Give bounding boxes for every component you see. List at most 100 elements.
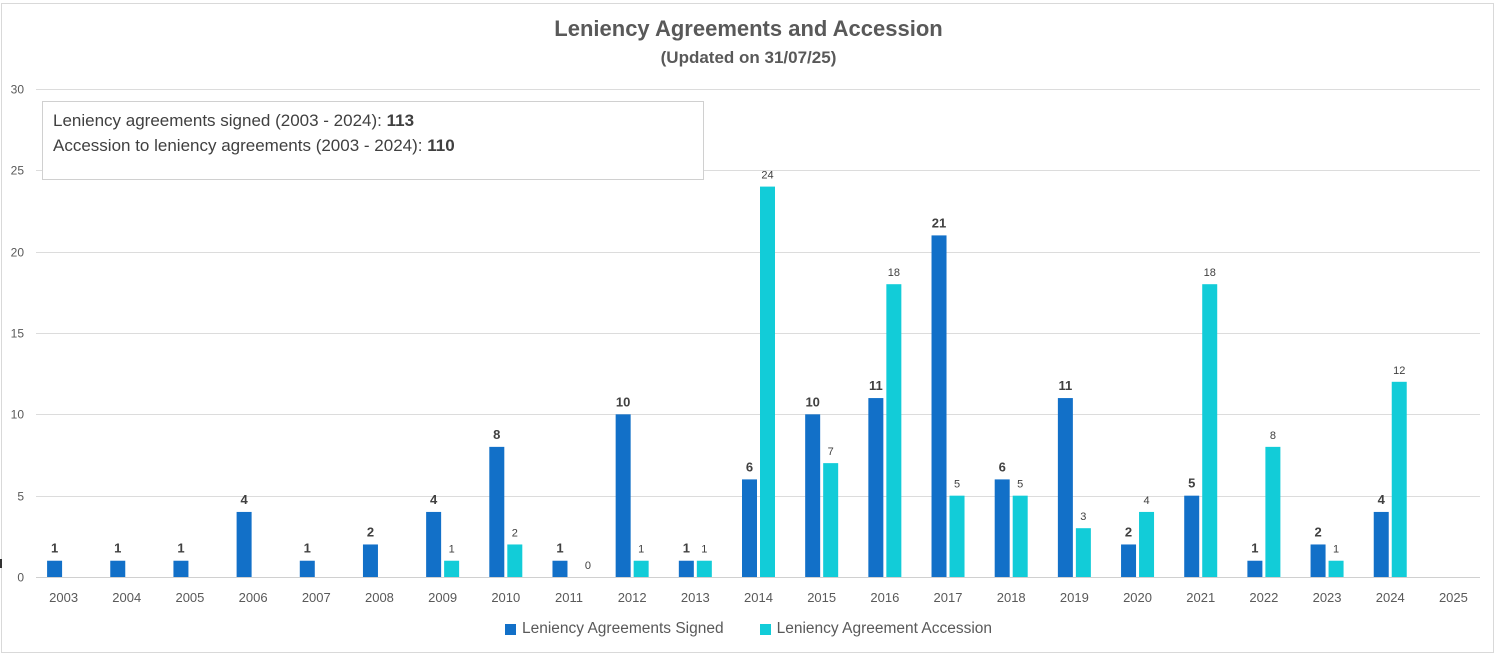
x-tick-label: 2009 bbox=[428, 590, 457, 605]
data-label-accession: 24 bbox=[761, 170, 773, 182]
data-label-signed: 4 bbox=[430, 492, 438, 507]
data-label-accession: 18 bbox=[1204, 267, 1216, 279]
bar-signed-2012 bbox=[615, 414, 631, 577]
bar-accession-2013 bbox=[696, 560, 712, 577]
data-label-signed: 1 bbox=[683, 541, 690, 556]
x-tick-label: 2015 bbox=[807, 590, 836, 605]
legend-swatch-accession bbox=[759, 623, 771, 635]
bar-accession-2019 bbox=[1075, 528, 1091, 577]
summary-accession-label: Accession to leniency agreements (2003 -… bbox=[53, 136, 428, 155]
data-label-signed: 10 bbox=[805, 394, 819, 409]
x-tick-label: 2007 bbox=[302, 590, 331, 605]
x-tick-label: 2005 bbox=[175, 590, 204, 605]
data-label-signed: 1 bbox=[114, 541, 121, 556]
x-tick-label: 2016 bbox=[870, 590, 899, 605]
y-tick-label: 20 bbox=[11, 246, 25, 260]
bar-accession-2023 bbox=[1328, 560, 1344, 577]
bar-signed-2013 bbox=[678, 560, 694, 577]
data-label-signed: 11 bbox=[869, 378, 883, 393]
data-label-accession: 5 bbox=[954, 479, 960, 491]
y-tick-label: 30 bbox=[11, 83, 25, 97]
bar-signed-2006 bbox=[236, 511, 252, 577]
y-tick-label: 0 bbox=[17, 571, 24, 585]
data-label-signed: 4 bbox=[240, 492, 248, 507]
data-label-signed: 1 bbox=[556, 541, 563, 556]
x-tick-label: 2024 bbox=[1376, 590, 1405, 605]
x-tick-label: 2020 bbox=[1123, 590, 1152, 605]
x-tick-label: 2008 bbox=[365, 590, 394, 605]
bar-signed-2005 bbox=[173, 560, 189, 577]
y-tick-label: 5 bbox=[17, 490, 24, 504]
bar-signed-2004 bbox=[110, 560, 126, 577]
summary-signed-label: Leniency agreements signed (2003 - 2024)… bbox=[53, 111, 387, 130]
x-tick-label: 2018 bbox=[997, 590, 1026, 605]
data-label-accession: 7 bbox=[828, 446, 834, 458]
data-label-signed: 1 bbox=[1251, 541, 1258, 556]
x-tick-label: 2019 bbox=[1060, 590, 1089, 605]
data-label-signed: 6 bbox=[746, 459, 753, 474]
y-tick-label: 25 bbox=[11, 164, 25, 178]
bar-accession-2022 bbox=[1265, 446, 1281, 577]
bar-signed-2009 bbox=[426, 511, 442, 577]
data-label-accession: 4 bbox=[1143, 495, 1149, 507]
x-tick-label: 2017 bbox=[934, 590, 963, 605]
stray-mark bbox=[0, 559, 2, 568]
legend: Leniency Agreements Signed Leniency Agre… bbox=[0, 620, 1497, 638]
summary-line-signed: Leniency agreements signed (2003 - 2024)… bbox=[53, 108, 693, 133]
bar-accession-2012 bbox=[633, 560, 649, 577]
x-tick-label: 2023 bbox=[1313, 590, 1342, 605]
bar-accession-2024 bbox=[1391, 381, 1407, 577]
chart-title: Leniency Agreements and Accession bbox=[554, 16, 943, 41]
data-label-accession: 3 bbox=[1080, 511, 1086, 523]
chart-subtitle: (Updated on 31/07/25) bbox=[660, 48, 837, 67]
legend-label-signed: Leniency Agreements Signed bbox=[521, 620, 724, 637]
bar-signed-2015 bbox=[805, 414, 821, 577]
bar-signed-2014 bbox=[742, 479, 757, 577]
data-label-signed: 11 bbox=[1058, 378, 1072, 393]
bar-signed-2003 bbox=[47, 560, 63, 577]
data-label-accession: 5 bbox=[1017, 479, 1023, 491]
x-tick-label: 2021 bbox=[1186, 590, 1215, 605]
bar-accession-2015 bbox=[823, 463, 839, 577]
summary-line-accession: Accession to leniency agreements (2003 -… bbox=[53, 133, 693, 158]
bar-signed-2022 bbox=[1247, 560, 1263, 577]
summary-textbox: Leniency agreements signed (2003 - 2024)… bbox=[42, 101, 704, 180]
data-label-accession: 0 bbox=[585, 560, 591, 572]
bar-signed-2018 bbox=[994, 479, 1010, 577]
bar-signed-2021 bbox=[1184, 495, 1200, 577]
bar-accession-2009 bbox=[444, 560, 460, 577]
bar-accession-2018 bbox=[1012, 495, 1028, 577]
bar-signed-2008 bbox=[362, 544, 378, 577]
legend-label-accession: Leniency Agreement Accession bbox=[776, 620, 993, 637]
summary-signed-value: 113 bbox=[386, 111, 415, 130]
data-label-accession: 12 bbox=[1393, 365, 1405, 377]
x-tick-label: 2011 bbox=[555, 590, 583, 605]
x-tick-label: 2013 bbox=[681, 590, 710, 605]
data-label-signed: 8 bbox=[493, 427, 500, 442]
bar-signed-2017 bbox=[931, 235, 947, 577]
data-label-signed: 1 bbox=[177, 541, 184, 556]
data-label-signed: 1 bbox=[51, 541, 58, 556]
x-tick-label: 2022 bbox=[1249, 590, 1278, 605]
data-label-accession: 18 bbox=[888, 267, 900, 279]
bar-accession-2020 bbox=[1139, 511, 1155, 577]
bar-signed-2010 bbox=[489, 446, 505, 577]
data-label-accession: 2 bbox=[512, 527, 518, 539]
bar-signed-2016 bbox=[868, 398, 884, 577]
y-tick-label: 15 bbox=[11, 327, 25, 341]
data-label-signed: 5 bbox=[1188, 476, 1195, 491]
bar-signed-2023 bbox=[1310, 544, 1326, 577]
data-label-signed: 2 bbox=[1314, 524, 1321, 539]
x-tick-label: 2003 bbox=[49, 590, 78, 605]
data-label-accession: 1 bbox=[449, 544, 455, 556]
bar-signed-2011 bbox=[552, 560, 568, 577]
data-label-signed: 6 bbox=[999, 459, 1006, 474]
data-label-accession: 1 bbox=[1333, 544, 1339, 556]
data-label-signed: 2 bbox=[367, 524, 374, 539]
data-label-signed: 10 bbox=[616, 394, 630, 409]
bar-accession-2010 bbox=[507, 544, 523, 577]
legend-swatch-signed bbox=[504, 623, 516, 635]
data-label-signed: 1 bbox=[304, 541, 311, 556]
x-tick-label: 2025 bbox=[1439, 590, 1468, 605]
